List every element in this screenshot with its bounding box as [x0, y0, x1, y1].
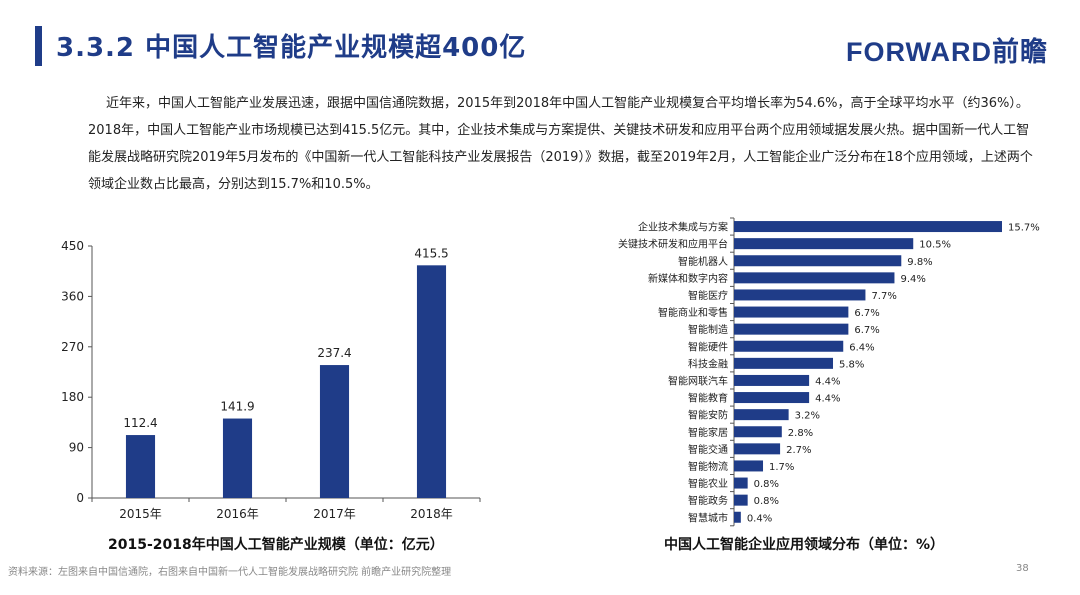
right-chart-title: 中国人工智能企业应用领域分布（单位：%） — [664, 537, 945, 553]
x-tick-label: 2017年 — [313, 507, 356, 521]
y-tick-label: 180 — [61, 390, 84, 404]
category-label: 智能物流 — [688, 460, 728, 473]
bar — [416, 265, 447, 498]
bar-value-label: 415.5 — [414, 246, 448, 260]
bar — [734, 255, 902, 267]
x-tick-label: 2015年 — [119, 507, 162, 521]
x-tick-label: 2016年 — [216, 507, 259, 521]
bar-value-label: 4.4% — [815, 376, 840, 387]
category-label: 新媒体和数字内容 — [648, 272, 728, 285]
source-note: 资料来源：左图来自中国信通院，右图来自中国新一代人工智能发展战略研究院 前瞻产业… — [8, 567, 452, 578]
bar — [319, 365, 350, 498]
bar — [734, 392, 810, 404]
bar-value-label: 0.4% — [747, 513, 772, 524]
bar — [125, 435, 156, 498]
bar-value-label: 3.2% — [795, 411, 820, 422]
bar-value-label: 2.7% — [786, 445, 811, 456]
body-paragraph: 近年来，中国人工智能产业发展迅速，跟据中国信通院数据，2015年到2018年中国… — [88, 96, 1033, 192]
category-label: 科技金融 — [688, 357, 728, 370]
bar-value-label: 10.5% — [919, 240, 951, 251]
bar — [734, 357, 834, 369]
bar-value-label: 9.4% — [900, 274, 925, 285]
bar-value-label: 6.7% — [854, 308, 879, 319]
y-tick-label: 0 — [76, 491, 84, 505]
y-tick-label: 360 — [61, 289, 84, 303]
category-label: 智能教育 — [688, 392, 728, 405]
page-title: 3.3.2 中国人工智能产业规模超400亿 — [56, 33, 527, 63]
bar-value-label: 6.7% — [854, 325, 879, 336]
bar-value-label: 9.8% — [907, 257, 932, 268]
category-label: 智能家居 — [688, 426, 728, 439]
bar — [734, 460, 764, 472]
bar-value-label: 2.8% — [788, 428, 813, 439]
bar — [222, 418, 253, 498]
category-label: 智能安防 — [688, 409, 728, 422]
bar-value-label: 112.4 — [123, 416, 157, 430]
category-label: 关键技术研发和应用平台 — [618, 238, 728, 251]
category-label: 智能医疗 — [688, 289, 728, 302]
category-label: 智能硬件 — [688, 340, 728, 353]
y-tick-label: 270 — [61, 340, 84, 354]
bar — [734, 477, 748, 489]
category-label: 智能制造 — [688, 323, 728, 336]
bar-value-label: 141.9 — [220, 400, 254, 414]
bar-value-label: 4.4% — [815, 394, 840, 405]
left-chart-title: 2015-2018年中国人工智能产业规模（单位：亿元） — [108, 537, 444, 553]
category-label: 智能网联汽车 — [668, 374, 728, 387]
bar — [734, 238, 914, 250]
bar — [734, 443, 781, 455]
bar — [734, 426, 782, 438]
category-label: 智慧城市 — [688, 511, 728, 524]
category-label: 智能交通 — [688, 443, 728, 456]
bar — [734, 323, 849, 335]
category-label: 智能商业和零售 — [658, 306, 728, 319]
bar — [734, 494, 748, 506]
bar — [734, 272, 895, 284]
title-accent-bar — [35, 26, 42, 66]
industry-scale-bar-chart: 0 90 180 270 360 450 112.4 2015年 141.9 2016年 237.4… — [61, 239, 481, 521]
category-label: 企业技术集成与方案 — [638, 221, 728, 234]
bar-value-label: 237.4 — [317, 346, 351, 360]
category-label: 智能机器人 — [678, 255, 728, 268]
bar-value-label: 15.7% — [1008, 223, 1040, 234]
bar — [734, 289, 866, 301]
bar — [734, 306, 849, 318]
category-label: 智能政务 — [688, 494, 728, 507]
category-label: 智能农业 — [688, 477, 728, 490]
bar — [734, 340, 844, 352]
page-number: 38 — [1016, 563, 1029, 574]
y-tick-label: 450 — [61, 239, 84, 253]
application-field-bar-chart: 企业技术集成与方案 15.7% 关键技术研发和应用平台 10.5% 智能机器人 9.8% 新… — [618, 217, 1040, 527]
bar-value-label: 1.7% — [769, 462, 794, 473]
bar — [734, 221, 1002, 233]
bar-value-label: 6.4% — [849, 342, 874, 353]
bar-value-label: 5.8% — [839, 359, 864, 370]
x-tick-label: 2018年 — [410, 507, 453, 521]
bar-value-label: 0.8% — [754, 479, 779, 490]
bar-value-label: 7.7% — [871, 291, 896, 302]
brand-logo: FORWARD前瞻 — [846, 37, 1048, 67]
y-tick-label: 90 — [69, 441, 84, 455]
bar — [734, 511, 741, 523]
bar — [734, 409, 789, 421]
bar — [734, 374, 810, 386]
bar-value-label: 0.8% — [754, 496, 779, 507]
